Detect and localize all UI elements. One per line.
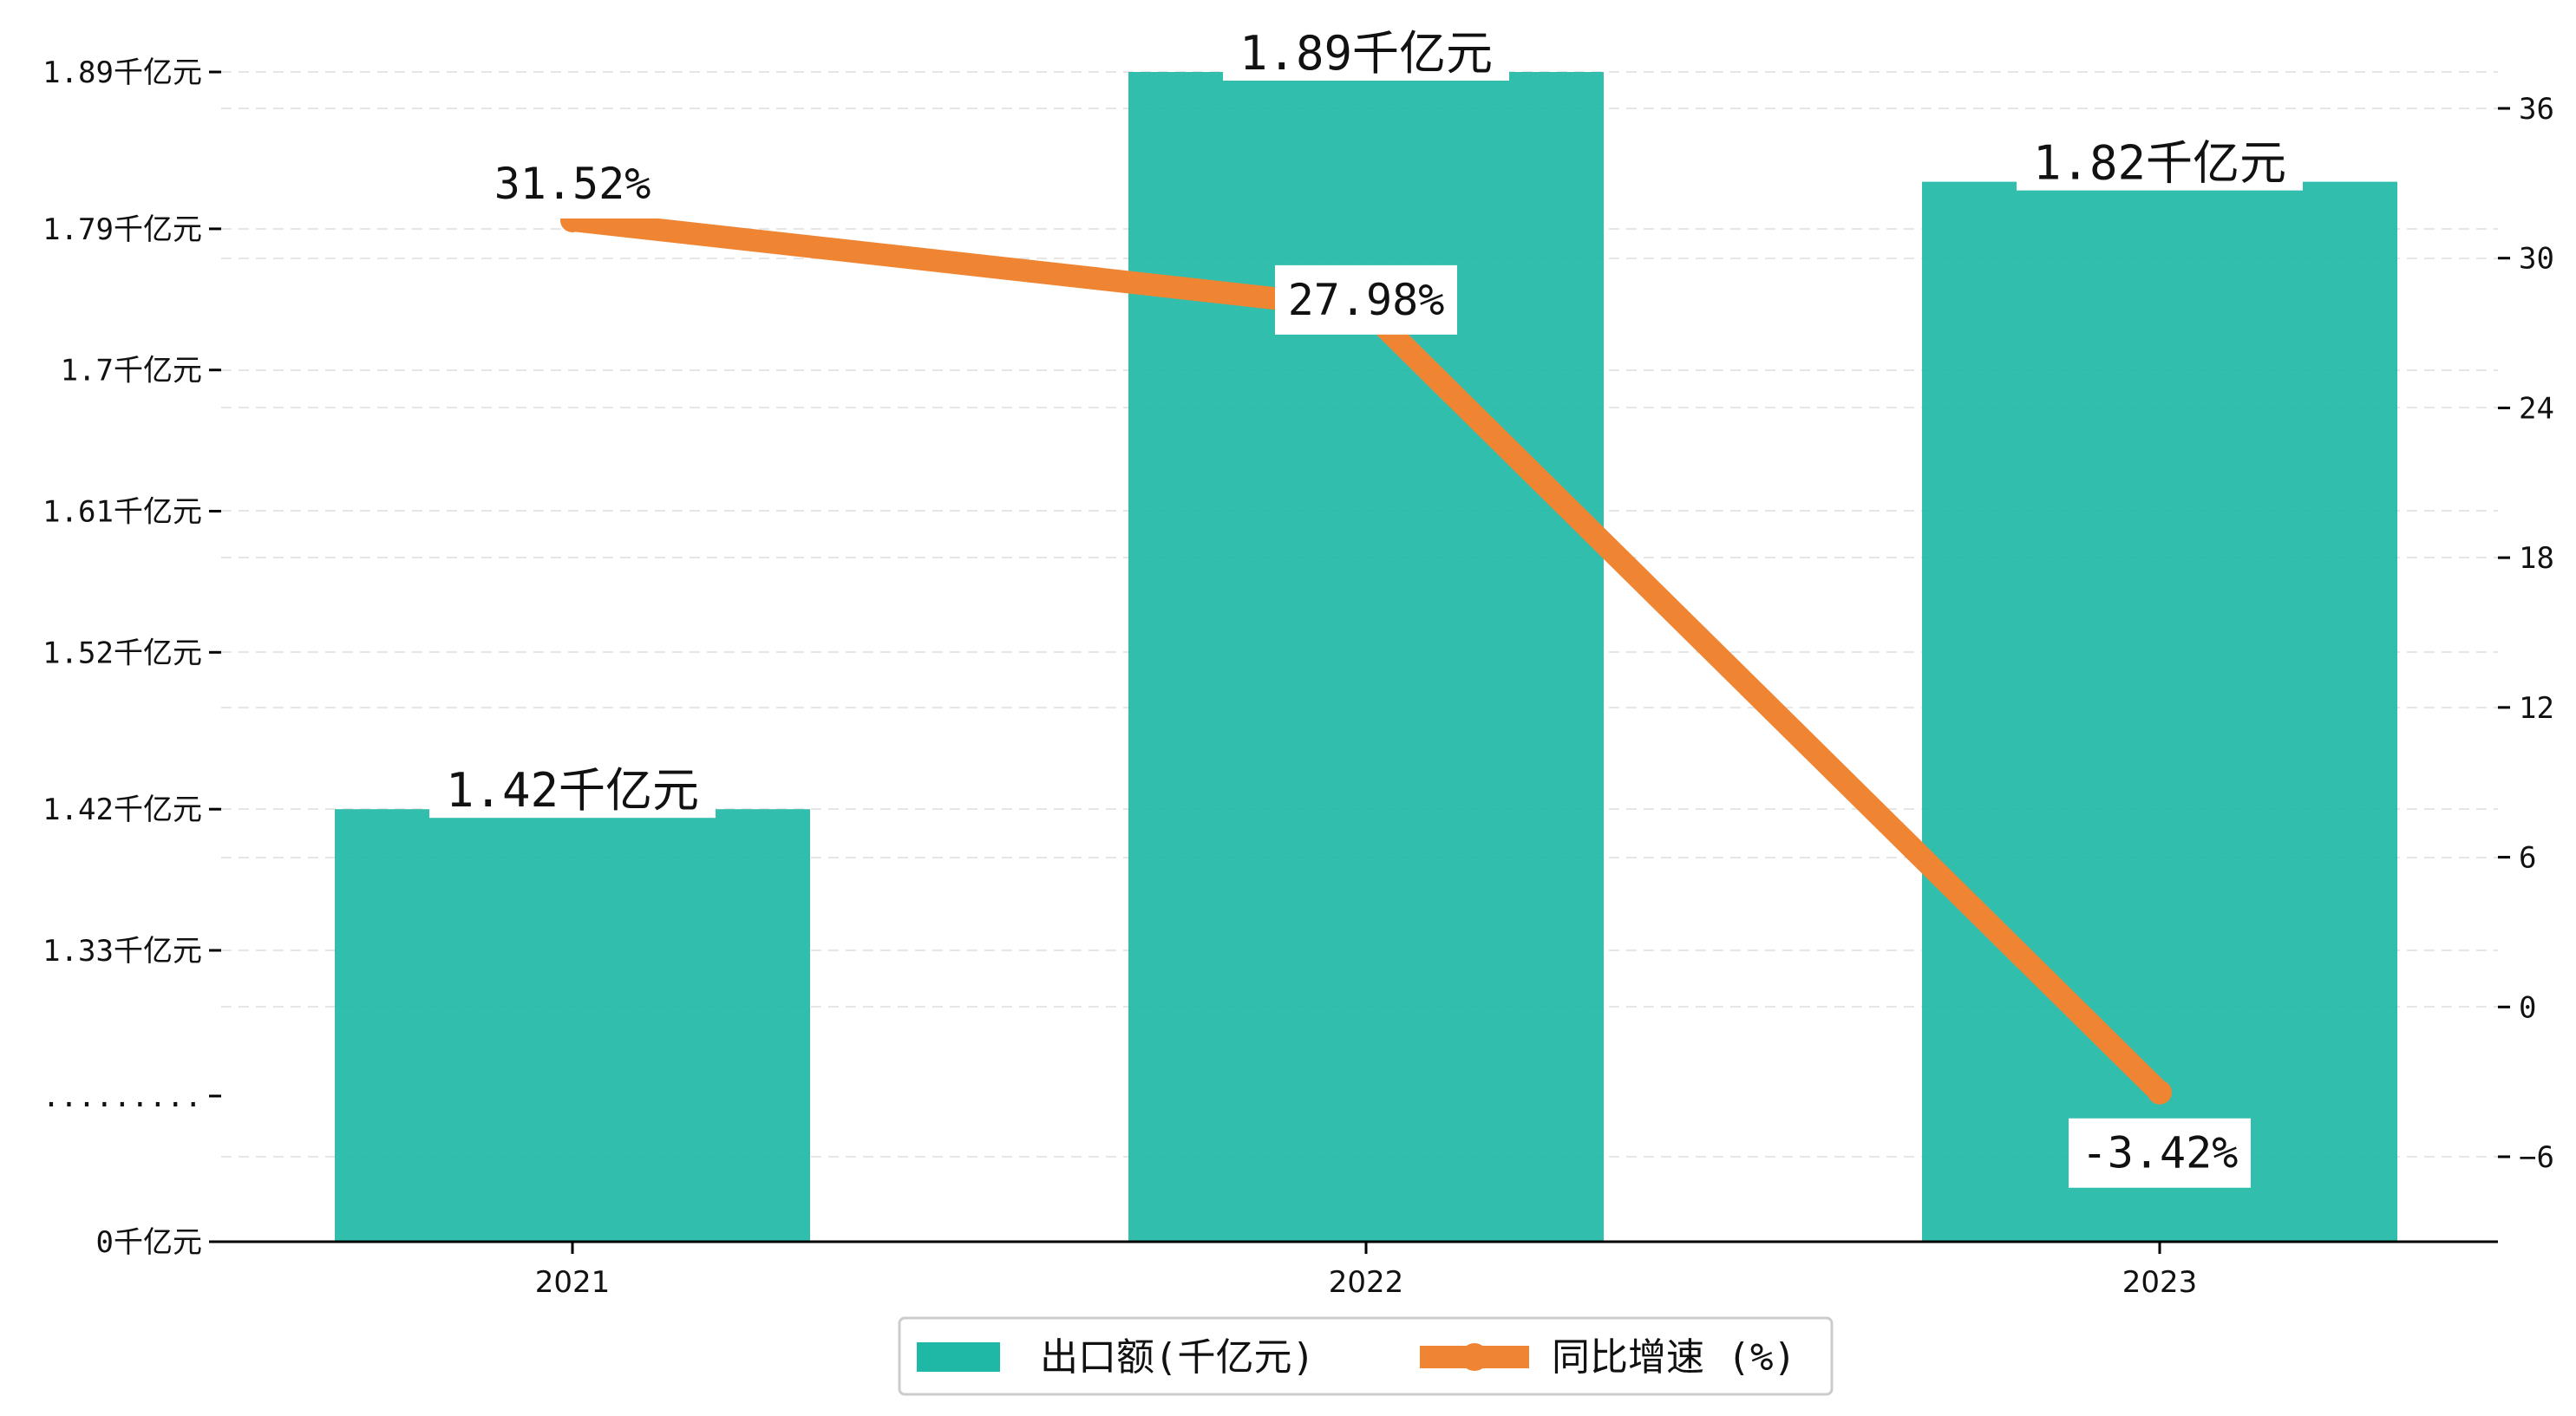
growth-value-label: -3.42% bbox=[2082, 1128, 2239, 1178]
left-tick-label: 1.61千亿元 bbox=[42, 495, 202, 530]
legend-swatch-bar bbox=[917, 1342, 1000, 1372]
bar-value-label-box bbox=[429, 762, 716, 819]
bar-series bbox=[335, 72, 2397, 1242]
left-tick-label: 1.42千亿元 bbox=[42, 793, 202, 827]
bar-value-label: 1.42千亿元 bbox=[446, 763, 699, 818]
x-tick-label: 2022 bbox=[1329, 1265, 1404, 1300]
right-tick-label: 36 bbox=[2519, 92, 2554, 127]
growth-value-label-box bbox=[2069, 1118, 2251, 1188]
left-tick-label: 1.79千亿元 bbox=[42, 212, 202, 247]
right-tick-label: 24 bbox=[2519, 391, 2554, 426]
growth-value-label: 31.52% bbox=[494, 159, 651, 209]
data-labels: 1.42千亿元 1.89千亿元 1.82千亿元 31.52% 27.98% -3.42% bbox=[429, 25, 2303, 1188]
legend-swatch-marker bbox=[1461, 1343, 1488, 1371]
legend-label-line: 同比增速 (%) bbox=[1552, 1335, 1796, 1380]
legend-label-bar: 出口额(千亿元) bbox=[1040, 1335, 1315, 1380]
legend-box bbox=[898, 1316, 1834, 1396]
bar-value-label-box bbox=[2017, 134, 2303, 191]
left-tick-label: 1.89千亿元 bbox=[42, 55, 202, 90]
right-tick-label: 6 bbox=[2519, 841, 2536, 876]
x-tick-label: 2023 bbox=[2122, 1265, 2198, 1300]
growth-value-label: 27.98% bbox=[1288, 275, 1445, 325]
bar-value-label-box bbox=[1223, 25, 1509, 81]
growth-value-label-box bbox=[1275, 264, 1457, 335]
bar-2022 bbox=[1128, 72, 1604, 1242]
axes: 2021 2022 2023 0千亿元......... 1.33千亿元 1.42千亿元 1… bbox=[42, 55, 2554, 1300]
right-tick-label: 12 bbox=[2519, 691, 2554, 726]
bar-value-label: 1.89千亿元 bbox=[1239, 26, 1493, 81]
bar-value-label: 1.82千亿元 bbox=[2033, 136, 2286, 191]
left-tick-label: ......... bbox=[42, 1080, 202, 1114]
right-tick-label: 30 bbox=[2519, 242, 2554, 277]
right-tick-label: −6 bbox=[2519, 1140, 2554, 1175]
bar-2023 bbox=[1922, 181, 2397, 1242]
bar-2021 bbox=[335, 809, 810, 1242]
growth-value-label-box bbox=[481, 148, 664, 219]
left-tick-label: 1.52千亿元 bbox=[42, 636, 202, 670]
right-tick-label: 0 bbox=[2519, 990, 2536, 1025]
left-tick-label: 1.7千亿元 bbox=[61, 354, 202, 388]
left-tick-label: 1.33千亿元 bbox=[42, 934, 202, 969]
x-tick-label: 2021 bbox=[535, 1265, 611, 1300]
growth-point-2023 bbox=[2148, 1080, 2172, 1105]
left-tick-label: 0千亿元 bbox=[96, 1225, 202, 1260]
right-tick-label: 18 bbox=[2519, 541, 2554, 576]
legend: 出口额(千亿元) 同比增速 (%) bbox=[898, 1316, 1834, 1396]
